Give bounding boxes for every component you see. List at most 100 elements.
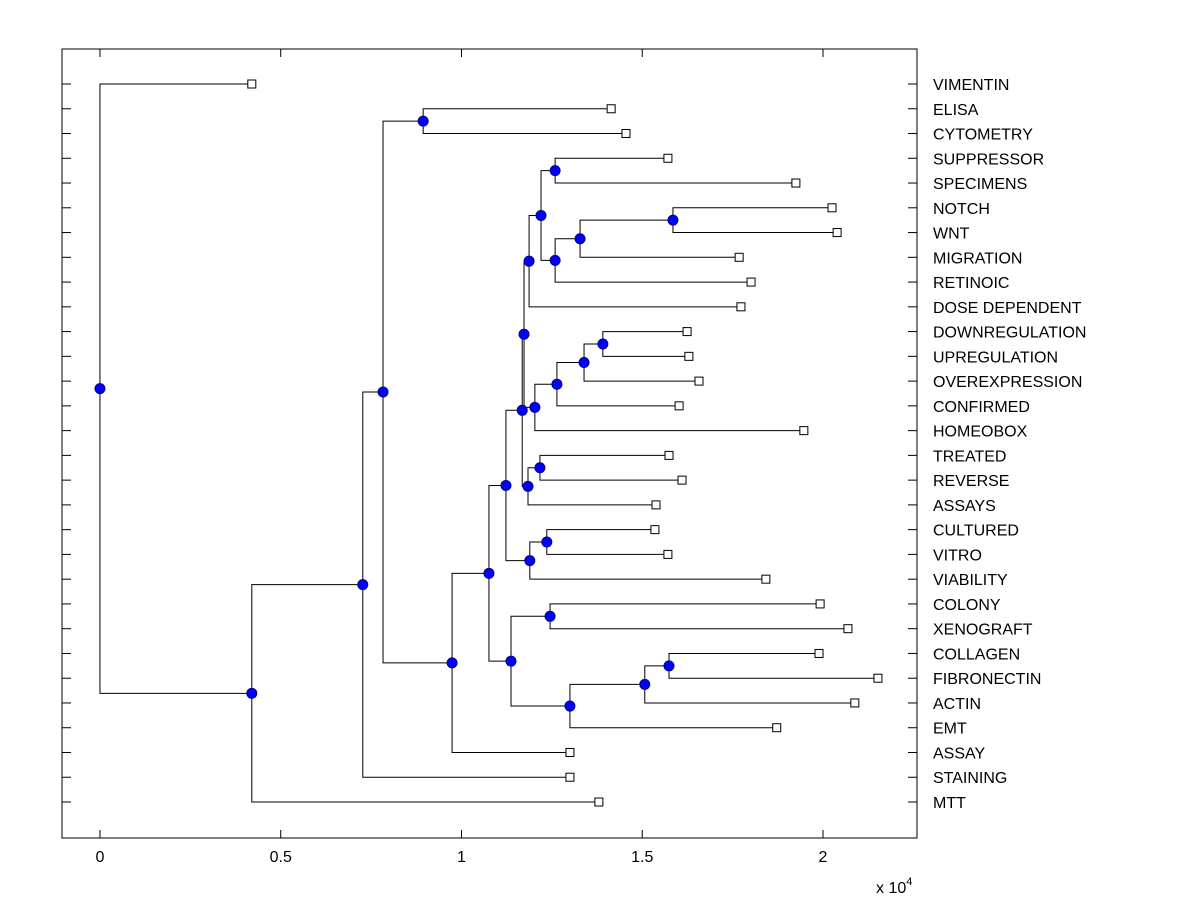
leaf-marker-viability (761, 574, 771, 584)
node-marker-v (578, 357, 590, 369)
leaf-marker-vimentin (247, 79, 257, 89)
node-marker-u (551, 378, 563, 390)
leaf-markers (247, 79, 883, 807)
branch-W-UPREGULATION (602, 343, 689, 357)
node-marker-b (357, 579, 369, 591)
node-marker-h (505, 655, 517, 667)
branch-G-M (505, 409, 523, 486)
leaf-label-colony: COLONY (933, 597, 1001, 614)
node-marker-a (246, 687, 258, 699)
branch-M-Q (521, 410, 529, 487)
branch-AA-AB (579, 219, 673, 239)
branch-T-U (534, 383, 557, 408)
node-marker-d (417, 115, 429, 127)
node-marker-r (534, 462, 546, 474)
leaf-marker-cytometry (621, 129, 631, 139)
node-marker-e (446, 657, 458, 669)
axis-ticks (62, 49, 917, 838)
branch-R-TREATED (539, 454, 669, 468)
branch-P-T (523, 334, 535, 408)
leaf-marker-fibronectin (873, 673, 883, 683)
node-marker-o (541, 536, 553, 548)
branch-H-I (510, 615, 551, 662)
leaf-label-homeobox: HOMEOBOX (933, 424, 1028, 441)
leaf-label-retinoic: RETINOIC (933, 275, 1009, 292)
leaf-label-downregulation: DOWNREGULATION (933, 325, 1086, 342)
branch-G-N (505, 485, 530, 562)
leaf-marker-overexpression (694, 376, 704, 386)
leaf-marker-emt (772, 723, 782, 733)
leaf-marker-vitro (663, 549, 673, 559)
branch-X-Y (540, 170, 556, 216)
leaf-label-overexpression: OVEREXPRESSION (933, 374, 1082, 391)
leaf-label-confirmed: CONFIRMED (933, 399, 1030, 416)
leaf-label-treated: TREATED (933, 448, 1006, 465)
branch-C-D (382, 120, 424, 393)
branch-Z-RETINOIC (554, 260, 752, 283)
node-marker-p (518, 328, 530, 340)
branch-F-H (488, 573, 512, 662)
node-marker-w (597, 338, 609, 350)
branch-H-J (510, 661, 570, 707)
leaf-label-cultured: CULTURED (933, 523, 1019, 540)
leaf-label-emt: EMT (933, 721, 967, 738)
branch-V-W (583, 343, 603, 363)
branch-Y-SPECIMENS (554, 170, 796, 184)
leaf-label-reverse: REVERSE (933, 473, 1009, 490)
branch-K-L (644, 665, 669, 685)
leaf-marker-upregulation (684, 351, 694, 361)
leaf-label-dose_dependent: DOSE DEPENDENT (933, 300, 1082, 317)
branch-U-V (556, 362, 585, 385)
branch-root-A (99, 388, 252, 694)
node-marker-t (529, 401, 541, 413)
branch-O-CULTURED (546, 529, 655, 543)
leaf-marker-collagen (814, 648, 824, 658)
leaf-label-collagen: COLLAGEN (933, 646, 1020, 663)
branch-lines (99, 83, 878, 803)
plot-frame (61, 48, 918, 839)
node-marker-y (549, 165, 561, 177)
branch-U-CONFIRMED (556, 384, 680, 407)
leaf-label-wnt: WNT (933, 226, 970, 243)
branch-I-XENOGRAFT (549, 616, 848, 630)
leaf-label-elisa: ELISA (933, 102, 979, 119)
branch-AB-WNT (672, 220, 838, 234)
leaf-marker-downregulation (682, 327, 692, 337)
leaf-label-staining: STAINING (933, 770, 1007, 787)
branch-E-F (451, 572, 489, 663)
node-marker-ab (667, 214, 679, 226)
leaf-label-viability: VIABILITY (933, 572, 1008, 589)
node-marker-l (663, 660, 675, 672)
leaf-marker-suppressor (663, 153, 673, 163)
node-marker-c (377, 386, 389, 398)
leaf-label-fibronectin: FIBRONECTIN (933, 671, 1041, 688)
branch-L-FIBRONECTIN (668, 665, 878, 679)
branch-A-MTT (251, 693, 599, 803)
leaf-marker-actin (850, 698, 860, 708)
node-marker-x (535, 210, 547, 222)
node-markers (94, 115, 679, 712)
branch-Y-SUPPRESSOR (554, 157, 668, 171)
x-tick-label: 1.5 (631, 849, 653, 866)
leaf-label-xenograft: XENOGRAFT (933, 622, 1033, 639)
node-marker-j (564, 700, 576, 712)
node-marker-q (522, 480, 534, 492)
leaf-label-specimens: SPECIMENS (933, 176, 1027, 193)
branch-J-EMT (569, 706, 777, 729)
branch-S-DOSE_DEPENDENT (528, 261, 741, 308)
leaf-marker-dose_dependent (736, 302, 746, 312)
branch-O-VITRO (546, 542, 668, 555)
branch-N-O (529, 541, 547, 561)
x-tick-labels: 0 0.5 1 1.5 2 (96, 849, 828, 866)
leaf-label-migration: MIGRATION (933, 250, 1022, 267)
branch-Z-AA (554, 238, 581, 261)
node-marker-root (94, 383, 106, 395)
leaf-label-actin: ACTIN (933, 696, 981, 713)
leaf-marker-assay (565, 747, 575, 757)
leaf-marker-wnt (832, 228, 842, 238)
node-marker-k (639, 678, 651, 690)
leaf-label-vitro: VITRO (933, 547, 982, 564)
x-tick-label: 1 (457, 849, 466, 866)
leaf-labels: VIMENTIN ELISA CYTOMETRY SUPPRESSOR SPECIMEN… (933, 77, 1086, 812)
